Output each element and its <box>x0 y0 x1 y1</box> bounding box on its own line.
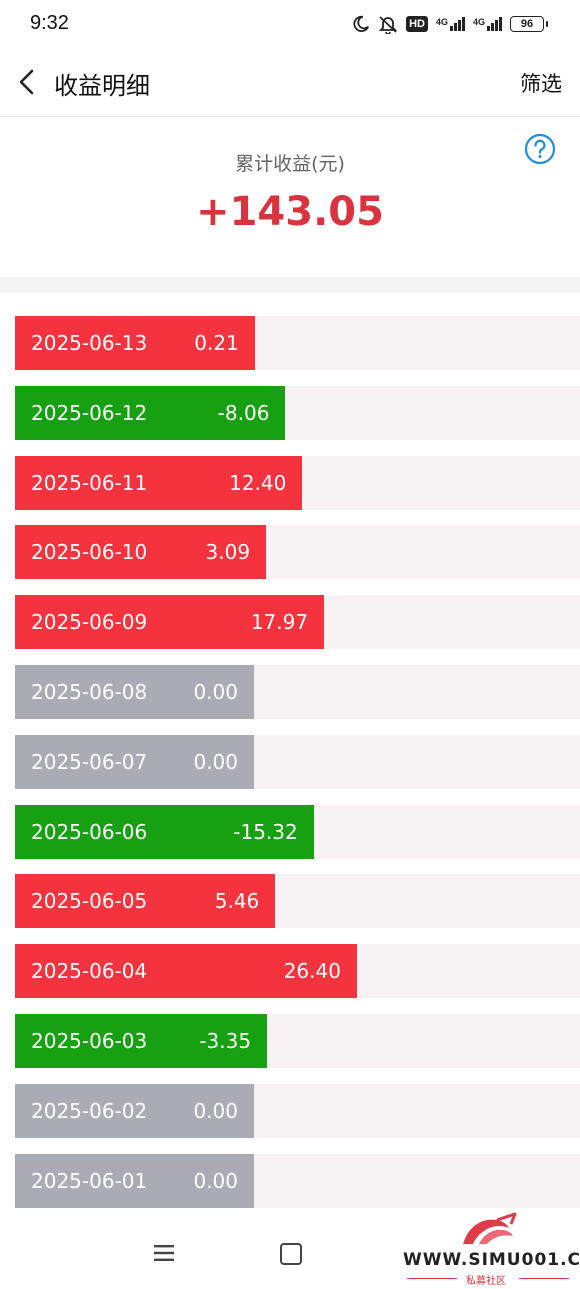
list-item[interactable]: 2025-06-06 -15.32 <box>15 804 580 859</box>
list-item[interactable]: 2025-06-01 0.00 <box>15 1153 580 1208</box>
row-date: 2025-06-09 <box>31 610 148 635</box>
list-item[interactable]: 2025-06-02 0.00 <box>15 1083 580 1138</box>
bottom-nav: WWW.SIMU001.CN 私募社区 <box>0 1210 580 1289</box>
row-value: 26.40 <box>283 959 341 984</box>
row-value: 12.40 <box>229 470 287 495</box>
row-value: 0.00 <box>193 749 238 774</box>
moon-icon <box>353 15 370 32</box>
row-date: 2025-06-07 <box>31 749 148 774</box>
earnings-bar: 2025-06-08 0.00 <box>15 665 254 719</box>
status-icons: HD 4G 4G 96 <box>352 14 548 34</box>
page-title: 收益明细 <box>54 72 150 100</box>
back-arrow-icon[interactable] <box>14 66 44 98</box>
earnings-bar: 2025-06-13 0.21 <box>15 316 255 370</box>
row-value: 0.21 <box>194 331 239 355</box>
earnings-bar: 2025-06-09 17.97 <box>15 595 325 650</box>
earnings-bar: 2025-06-05 5.46 <box>15 874 276 929</box>
row-date: 2025-06-13 <box>31 331 148 355</box>
signal-icon: 4G <box>436 17 465 31</box>
mute-bell-icon <box>378 16 398 34</box>
row-date: 2025-06-08 <box>31 680 148 704</box>
hd-badge: HD <box>406 16 428 32</box>
network-label-2: 4G <box>472 17 485 27</box>
list-item[interactable]: 2025-06-10 3.09 <box>15 525 580 580</box>
list-item[interactable]: 2025-06-09 17.97 <box>15 595 580 650</box>
nav-bar: 收益明细 筛选 <box>0 48 580 117</box>
watermark-sub: 私募社区 <box>466 1276 506 1287</box>
row-date: 2025-06-03 <box>31 1029 148 1053</box>
earnings-bar: 2025-06-01 0.00 <box>15 1153 254 1208</box>
watermark-logo-icon <box>463 1212 517 1244</box>
row-value: 17.97 <box>250 610 309 635</box>
earnings-bar: 2025-06-07 0.00 <box>15 734 254 789</box>
row-date: 2025-06-01 <box>31 1168 148 1193</box>
row-value: 0.00 <box>193 680 238 704</box>
row-date: 2025-06-12 <box>31 400 148 425</box>
watermark-rule-right <box>519 1278 569 1279</box>
watermark-rule-left <box>407 1278 457 1279</box>
list-item[interactable]: 2025-06-08 0.00 <box>15 665 580 719</box>
list-item[interactable]: 2025-06-05 5.46 <box>15 874 580 929</box>
row-date: 2025-06-06 <box>31 819 148 844</box>
row-date: 2025-06-02 <box>31 1098 148 1123</box>
list-item[interactable]: 2025-06-03 -3.35 <box>15 1014 580 1068</box>
status-bar: 9:32 HD 4G 4G 96 <box>0 0 580 48</box>
earnings-bar: 2025-06-12 -8.06 <box>15 385 286 440</box>
summary-panel: 累计收益(元) +143.05 <box>0 117 580 277</box>
earnings-bar: 2025-06-02 0.00 <box>15 1083 254 1138</box>
row-value: 0.00 <box>193 1168 238 1193</box>
signal-icon-2: 4G <box>473 17 502 31</box>
row-value: -3.35 <box>199 1029 252 1053</box>
status-time: 9:32 <box>30 12 69 34</box>
row-value: 0.00 <box>193 1098 238 1123</box>
list-item[interactable]: 2025-06-07 0.00 <box>15 734 580 789</box>
total-earnings-label: 累计收益(元) <box>235 153 345 175</box>
row-value: -8.06 <box>217 400 270 425</box>
help-icon[interactable] <box>524 133 556 165</box>
network-label: 4G <box>435 17 448 27</box>
watermark-site: WWW.SIMU001.CN <box>403 1250 580 1270</box>
row-value: -15.32 <box>233 819 298 844</box>
list-item[interactable]: 2025-06-04 26.40 <box>15 944 580 999</box>
list-item[interactable]: 2025-06-11 12.40 <box>15 455 580 510</box>
row-date: 2025-06-11 <box>31 470 148 495</box>
home-button[interactable] <box>280 1243 302 1265</box>
battery-level: 96 <box>520 18 534 30</box>
menu-icon[interactable] <box>154 1244 174 1262</box>
row-date: 2025-06-05 <box>31 889 148 914</box>
battery-icon: 96 <box>510 16 548 32</box>
earnings-bar: 2025-06-10 3.09 <box>15 525 267 580</box>
watermark: WWW.SIMU001.CN 私募社区 <box>403 1210 580 1289</box>
earnings-bar: 2025-06-03 -3.35 <box>15 1014 268 1068</box>
list-item[interactable]: 2025-06-13 0.21 <box>15 316 580 370</box>
earnings-bar: 2025-06-11 12.40 <box>15 455 303 510</box>
section-divider <box>0 277 580 293</box>
row-value: 5.46 <box>214 889 260 914</box>
row-date: 2025-06-10 <box>31 540 148 565</box>
earnings-bar: 2025-06-04 26.40 <box>15 944 357 999</box>
list-item[interactable]: 2025-06-12 -8.06 <box>15 385 580 440</box>
row-value: 3.09 <box>205 540 251 565</box>
total-earnings-value: +143.05 <box>196 189 384 235</box>
earnings-bar: 2025-06-06 -15.32 <box>15 804 314 859</box>
filter-button[interactable]: 筛选 <box>520 72 562 96</box>
row-date: 2025-06-04 <box>31 959 148 984</box>
